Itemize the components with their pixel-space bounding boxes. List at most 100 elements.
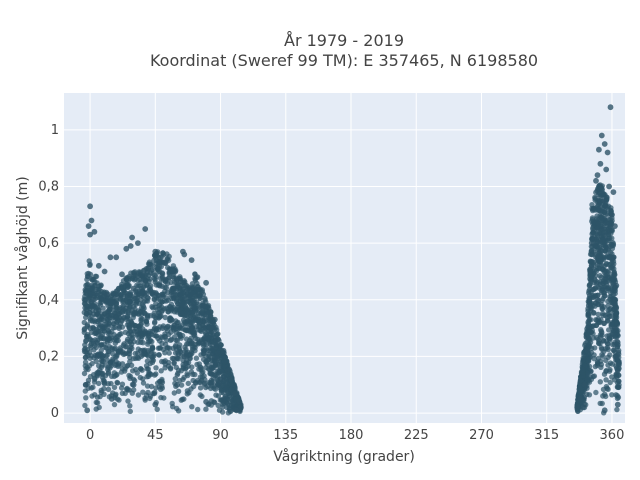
data-point	[606, 254, 612, 261]
data-point	[602, 211, 609, 218]
data-point	[122, 366, 128, 372]
data-point	[614, 344, 621, 350]
data-point	[586, 332, 592, 338]
data-point	[142, 330, 149, 336]
y-tick-label: 1	[51, 123, 59, 138]
data-point	[88, 291, 94, 297]
data-point	[609, 321, 615, 327]
data-point	[96, 404, 102, 411]
data-point	[119, 390, 126, 396]
data-point	[101, 268, 108, 275]
data-point	[178, 382, 185, 388]
data-point	[128, 362, 135, 368]
data-point	[593, 189, 599, 196]
data-point	[598, 217, 604, 223]
data-point	[85, 223, 92, 230]
data-point	[142, 395, 148, 402]
data-point	[190, 297, 196, 304]
data-point	[586, 344, 593, 350]
data-point	[128, 318, 134, 324]
data-point	[597, 379, 603, 385]
data-point	[124, 322, 131, 328]
data-point	[84, 271, 91, 277]
data-point	[607, 306, 613, 313]
y-tick-labels: 0 0,2 0,4 0,6 0,8 1	[38, 123, 59, 421]
data-point	[593, 389, 599, 396]
data-point	[588, 240, 595, 247]
data-point	[615, 384, 622, 390]
data-point	[601, 407, 608, 414]
data-point	[591, 262, 597, 268]
data-point	[82, 402, 88, 409]
data-point	[92, 342, 98, 349]
data-point	[596, 285, 602, 291]
data-point	[93, 308, 99, 314]
data-point	[604, 149, 611, 156]
data-point	[616, 360, 622, 366]
data-point	[115, 363, 121, 369]
data-point	[162, 260, 169, 266]
data-point	[599, 226, 605, 232]
data-point	[227, 376, 234, 382]
data-point	[584, 391, 590, 397]
data-point	[611, 269, 617, 275]
data-point	[183, 319, 189, 325]
data-point	[129, 293, 135, 300]
data-point	[597, 273, 603, 279]
data-point	[199, 309, 205, 315]
data-point	[107, 365, 113, 371]
data-point	[220, 347, 227, 354]
data-point	[214, 336, 221, 343]
data-point	[130, 285, 137, 292]
data-point	[180, 365, 187, 371]
data-point	[609, 235, 615, 241]
data-point	[153, 274, 159, 280]
data-point	[219, 409, 226, 415]
data-point	[98, 387, 104, 394]
data-point	[98, 333, 104, 340]
data-point	[209, 361, 216, 367]
data-point	[97, 295, 104, 301]
data-point	[580, 404, 586, 411]
data-point	[118, 284, 125, 290]
data-point	[197, 392, 203, 398]
data-point	[146, 259, 153, 265]
data-point	[604, 287, 610, 294]
data-point	[169, 400, 175, 407]
data-point	[105, 386, 112, 392]
data-point	[195, 406, 201, 413]
data-point	[174, 381, 181, 388]
data-point	[197, 295, 203, 301]
data-point	[594, 172, 601, 179]
data-point	[187, 292, 193, 298]
data-point	[130, 381, 137, 388]
data-point	[175, 350, 181, 356]
chart-title-line-2: Koordinat (Sweref 99 TM): E 357465, N 61…	[150, 51, 538, 70]
data-point	[578, 387, 584, 393]
data-point	[610, 189, 617, 196]
data-point	[222, 362, 228, 369]
data-point	[152, 401, 159, 408]
data-point	[152, 325, 158, 331]
data-point	[151, 296, 157, 303]
data-point	[151, 257, 157, 264]
data-point	[206, 351, 212, 358]
data-point	[193, 303, 200, 310]
data-point	[180, 301, 186, 308]
data-point	[122, 329, 129, 335]
data-point	[108, 380, 114, 387]
data-point	[158, 386, 164, 393]
data-point	[145, 366, 151, 372]
data-point	[101, 381, 108, 387]
data-point	[156, 282, 163, 289]
data-point	[99, 342, 105, 348]
data-point	[598, 132, 605, 139]
data-point	[82, 381, 89, 388]
data-point	[600, 241, 606, 248]
data-point	[147, 328, 153, 335]
data-point	[178, 397, 184, 403]
data-point	[596, 265, 602, 272]
data-point	[155, 345, 162, 351]
data-point	[89, 360, 95, 367]
data-point	[202, 377, 208, 383]
